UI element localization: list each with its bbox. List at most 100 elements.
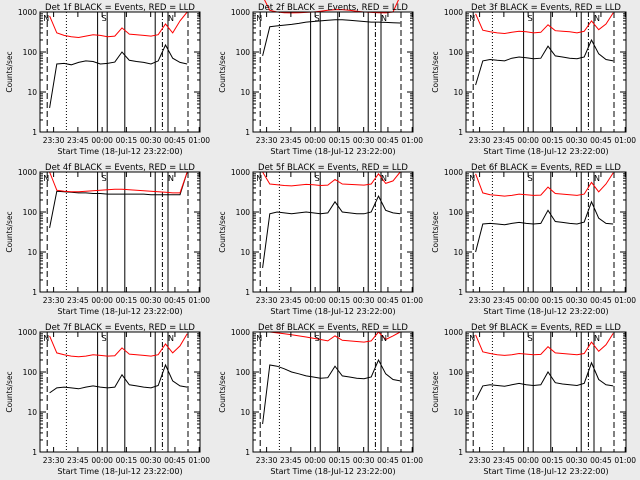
events-series-line	[49, 171, 188, 228]
y-axis-label: Counts/sec	[5, 211, 14, 252]
region-marker-label: N	[43, 14, 49, 23]
region-marker-label: N	[256, 334, 262, 343]
region-marker-label: N	[168, 174, 174, 183]
x-tick-label: 23:45	[67, 456, 89, 465]
y-tick-label: 100	[236, 48, 251, 57]
x-tick-label: 00:30	[566, 296, 588, 305]
y-tick-label: 1	[245, 128, 250, 137]
x-tick-label: 00:00	[91, 136, 113, 145]
region-marker-label: N	[43, 334, 49, 343]
events-series-line	[262, 358, 401, 425]
x-tick-label: 23:45	[67, 296, 89, 305]
x-tick-label: 23:30	[256, 456, 278, 465]
panel-title: Det 4f BLACK = Events, RED = LLD	[45, 163, 195, 173]
plot-frame	[252, 171, 414, 293]
x-tick-label: 00:15	[542, 296, 564, 305]
x-tick-label: 00:30	[353, 296, 375, 305]
y-axis-label: Counts/sec	[5, 371, 14, 412]
x-tick-label: 00:15	[329, 456, 351, 465]
y-tick-label: 1	[32, 448, 37, 457]
y-tick-label: 100	[449, 48, 464, 57]
x-tick-label: 23:45	[493, 456, 515, 465]
x-tick-label: 01:00	[614, 136, 636, 145]
plot-frame	[465, 11, 627, 133]
region-marker-label: S	[315, 14, 320, 23]
panel-det-3: N S N 1 10 100 1000 23:30 23:45 00:00 00:15 00:30 00…	[431, 3, 636, 156]
region-marker-label: S	[528, 334, 533, 343]
x-tick-label: 01:00	[401, 136, 423, 145]
x-tick-label: 23:45	[67, 136, 89, 145]
region-marker-label: N	[469, 174, 475, 183]
y-tick-label: 1000	[231, 168, 250, 177]
plot-area	[466, 332, 626, 452]
lld-series-line	[475, 333, 614, 356]
y-tick-label: 10	[240, 248, 250, 257]
y-tick-label: 1	[245, 448, 250, 457]
x-tick-label: 00:30	[566, 136, 588, 145]
plot-area	[253, 12, 413, 132]
y-tick-label: 100	[23, 208, 38, 217]
x-tick-label: 00:15	[116, 296, 138, 305]
panel-title: Det 9f BLACK = Events, RED = LLD	[471, 323, 621, 333]
region-marker-label: N	[168, 334, 174, 343]
x-tick-label: 00:00	[517, 136, 539, 145]
lld-series-line	[475, 172, 614, 197]
x-tick-label: 23:30	[43, 296, 65, 305]
region-marker-label: S	[102, 334, 107, 343]
y-axis-label: Counts/sec	[431, 51, 440, 92]
x-tick-label: 00:15	[329, 296, 351, 305]
region-marker-label: S	[315, 334, 320, 343]
y-tick-label: 1000	[444, 328, 463, 337]
x-axis-label: Start Time (18-Jul-12 23:22:00)	[57, 147, 182, 156]
x-axis-label: Start Time (18-Jul-12 23:22:00)	[483, 307, 608, 316]
events-series-line	[475, 200, 614, 253]
x-tick-label: 00:30	[566, 456, 588, 465]
events-series-line	[475, 361, 614, 401]
panel-title: Det 5f BLACK = Events, RED = LLD	[258, 163, 408, 173]
x-tick-label: 00:45	[377, 136, 399, 145]
region-marker-label: N	[381, 334, 387, 343]
y-axis-label: Counts/sec	[431, 371, 440, 412]
panel-det-5: N S N 1 10 100 1000 23:30 23:45 00:00 00:15 00:30 00…	[218, 163, 423, 316]
region-marker-label: N	[469, 14, 475, 23]
events-series-line	[262, 194, 401, 268]
x-tick-label: 23:30	[469, 136, 491, 145]
x-tick-label: 00:30	[140, 456, 162, 465]
region-marker-label: N	[381, 14, 387, 23]
lld-series-line	[475, 12, 614, 35]
region-marker-label: N	[469, 334, 475, 343]
plot-frame	[465, 171, 627, 293]
region-marker-label: N	[594, 14, 600, 23]
panel-title: Det 1f BLACK = Events, RED = LLD	[45, 3, 195, 13]
x-tick-label: 00:00	[91, 456, 113, 465]
panel-det-4: N S N 1 10 100 1000 23:30 23:45 00:00 00:15 00:30 00…	[5, 163, 210, 316]
y-tick-label: 1	[245, 288, 250, 297]
x-tick-label: 01:00	[614, 456, 636, 465]
y-tick-label: 1	[32, 288, 37, 297]
region-marker-label: S	[102, 14, 107, 23]
x-tick-label: 23:45	[280, 136, 302, 145]
x-axis-label: Start Time (18-Jul-12 23:22:00)	[270, 307, 395, 316]
region-marker-label: N	[381, 174, 387, 183]
events-series-line	[49, 363, 188, 394]
y-tick-label: 10	[27, 88, 37, 97]
panel-det-9: N S N 1 10 100 1000 23:30 23:45 00:00 00:15 00:30 00…	[431, 323, 636, 476]
y-axis-label: Counts/sec	[218, 371, 227, 412]
panel-det-7: N S N 1 10 100 1000 23:30 23:45 00:00 00:15 00:30 00…	[5, 323, 210, 476]
panel-title: Det 8f BLACK = Events, RED = LLD	[258, 323, 408, 333]
y-tick-label: 1000	[444, 8, 463, 17]
y-tick-label: 1	[458, 448, 463, 457]
y-tick-label: 1000	[18, 328, 37, 337]
region-marker-label: S	[528, 14, 533, 23]
x-tick-label: 00:30	[140, 296, 162, 305]
panel-det-8: N S N 1 10 100 1000 23:30 23:45 00:00 00:15 00:30 00…	[218, 323, 423, 476]
x-tick-label: 00:45	[164, 136, 186, 145]
x-tick-label: 00:00	[517, 456, 539, 465]
x-tick-label: 23:30	[256, 296, 278, 305]
x-tick-label: 01:00	[188, 296, 210, 305]
y-tick-label: 10	[240, 408, 250, 417]
plot-frame	[39, 331, 201, 453]
x-tick-label: 01:00	[188, 456, 210, 465]
y-tick-label: 100	[449, 208, 464, 217]
